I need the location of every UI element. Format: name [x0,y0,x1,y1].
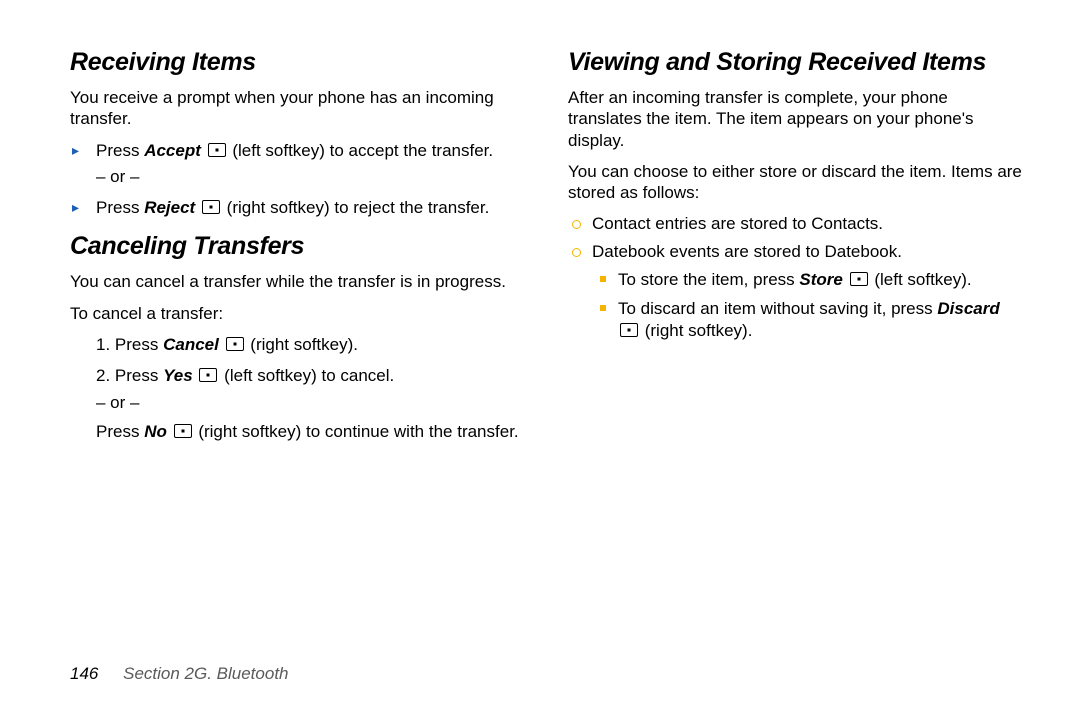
or-separator: – or – [96,166,528,189]
softkey-icon [174,424,192,438]
heading-canceling-transfers: Canceling Transfers [70,232,528,261]
yes-label: Yes [163,366,193,385]
text: Press [96,422,144,441]
heading-viewing-storing: Viewing and Storing Received Items [568,48,1026,77]
softkey-icon [226,337,244,351]
text: (left softkey) to cancel. [219,366,394,385]
text: (left softkey). [870,270,972,289]
store-label: Store [799,270,842,289]
step-1: 1. Press Cancel (right softkey). [96,334,528,357]
left-column: Receiving Items You receive a prompt whe… [70,48,528,456]
accept-label: Accept [144,141,201,160]
cancel-steps: 1. Press Cancel (right softkey). 2. Pres… [70,334,528,444]
text: To store the item, press [618,270,799,289]
step-2-alt: Press No (right softkey) to continue wit… [96,421,528,444]
section-label: Section 2G. Bluetooth [123,664,288,683]
text: Press [96,141,144,160]
text: To discard an item without saving it, pr… [618,299,937,318]
softkey-icon [199,368,217,382]
step-2: 2. Press Yes (left softkey) to cancel. –… [96,365,528,444]
contacts-item: Contact entries are stored to Contacts. [586,213,1026,235]
reject-item: Press Reject (right softkey) to reject t… [90,197,528,220]
page-body: Receiving Items You receive a prompt whe… [0,0,1080,456]
page-number: 146 [70,664,98,683]
softkey-icon [208,143,226,157]
para-view-intro: After an incoming transfer is complete, … [568,87,1026,151]
reject-label: Reject [144,198,195,217]
discard-label: Discard [937,299,999,318]
softkey-icon [620,323,638,337]
no-label: No [144,422,167,441]
datebook-item: Datebook events are stored to Datebook. … [586,241,1026,341]
text: Press [96,198,144,217]
text: (left softkey) to accept the transfer. [228,141,494,160]
storage-list: Contact entries are stored to Contacts. … [568,213,1026,341]
text: (right softkey). [640,321,752,340]
heading-receiving-items: Receiving Items [70,48,528,77]
para-receiving-intro: You receive a prompt when your phone has… [70,87,528,130]
right-column: Viewing and Storing Received Items After… [568,48,1026,456]
softkey-icon [202,200,220,214]
text: (right softkey) to continue with the tra… [194,422,519,441]
para-store-discard: You can choose to either store or discar… [568,161,1026,204]
cancel-label: Cancel [163,335,219,354]
text: Datebook events are stored to Datebook. [592,242,902,261]
softkey-icon [850,272,868,286]
or-separator: – or – [96,392,528,415]
text: (right softkey) to reject the transfer. [222,198,489,217]
accept-item: Press Accept (left softkey) to accept th… [90,140,528,190]
text: 1. Press [96,335,163,354]
store-item: To store the item, press Store (left sof… [614,269,1026,291]
text: 2. Press [96,366,163,385]
para-cancel-intro: You can cancel a transfer while the tran… [70,271,528,292]
accept-reject-list: Press Accept (left softkey) to accept th… [70,140,528,221]
store-discard-sublist: To store the item, press Store (left sof… [592,269,1026,341]
text: (right softkey). [246,335,358,354]
page-footer: 146 Section 2G. Bluetooth [70,664,289,684]
para-cancel-lead: To cancel a transfer: [70,303,528,324]
discard-item: To discard an item without saving it, pr… [614,298,1026,342]
